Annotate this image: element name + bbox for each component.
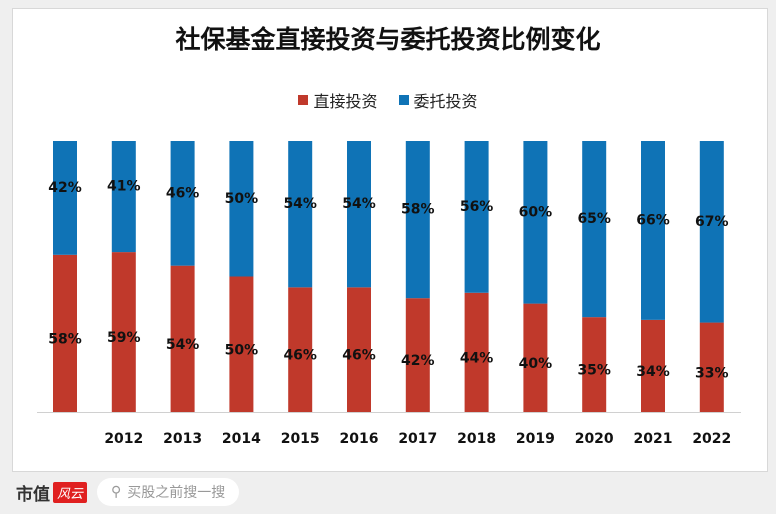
- legend-swatch: [398, 95, 409, 105]
- bar-entrusted: [699, 141, 724, 323]
- data-label: 35%: [577, 363, 611, 379]
- legend-label: 委托投资: [413, 92, 478, 111]
- bar-entrusted: [347, 141, 371, 288]
- data-label: 34%: [636, 364, 670, 380]
- data-label: 67%: [695, 214, 729, 230]
- x-tick-label: 2020: [575, 431, 614, 447]
- bar-direct: [699, 322, 724, 412]
- bar-direct: [53, 254, 77, 412]
- search-icon: ⚲: [111, 484, 122, 500]
- legend-label: 直接投资: [313, 92, 378, 111]
- search-placeholder: 买股之前搜一搜: [127, 485, 226, 501]
- x-tick-label: 2019: [516, 431, 555, 447]
- data-label: 44%: [460, 350, 494, 366]
- bar-direct: [582, 317, 607, 412]
- bar-entrusted: [523, 141, 548, 304]
- bar-direct: [641, 319, 665, 412]
- search-box[interactable]: ⚲ 买股之前搜一搜: [97, 478, 240, 506]
- legend-swatch: [298, 95, 309, 105]
- bar-direct: [170, 265, 195, 412]
- bar-entrusted: [53, 141, 77, 255]
- bar-entrusted: [582, 141, 607, 318]
- data-label: 41%: [107, 179, 141, 195]
- data-label: 58%: [401, 202, 435, 218]
- bar-direct: [229, 276, 254, 412]
- x-tick-label: 2013: [163, 431, 202, 447]
- bar-entrusted: [288, 141, 313, 288]
- data-label: 54%: [283, 196, 317, 212]
- bar-entrusted: [229, 141, 254, 277]
- legend-item-direct: 直接投资: [298, 88, 377, 112]
- brand-logo: 风云: [53, 481, 88, 503]
- bar-direct: [347, 287, 371, 412]
- bar-entrusted: [405, 141, 430, 299]
- x-tick-label: 2018: [457, 431, 496, 447]
- legend: 直接投资 委托投资: [0, 88, 776, 112]
- data-label: 56%: [460, 199, 494, 215]
- data-label: 40%: [519, 356, 553, 372]
- bar-direct: [405, 298, 430, 412]
- data-label: 66%: [636, 212, 670, 228]
- x-tick-label: 2022: [692, 431, 731, 447]
- data-label: 65%: [577, 211, 611, 227]
- bar-entrusted: [170, 141, 195, 266]
- brand-name: 市值: [16, 484, 50, 505]
- data-label: 50%: [225, 342, 259, 358]
- bar-entrusted: [111, 141, 136, 253]
- data-label: 58%: [48, 331, 82, 347]
- x-tick-label: 2012: [104, 431, 143, 447]
- data-label: 59%: [107, 330, 141, 346]
- data-label: 54%: [342, 196, 376, 212]
- bar-entrusted: [464, 141, 489, 293]
- bar-direct: [111, 252, 136, 412]
- x-tick-label: 2017: [398, 431, 437, 447]
- data-label: 46%: [342, 348, 376, 364]
- data-label: 50%: [225, 191, 259, 207]
- x-tick-label: 2016: [340, 431, 379, 447]
- data-label: 42%: [48, 180, 82, 196]
- data-label: 33%: [695, 365, 729, 381]
- data-label: 46%: [283, 348, 317, 364]
- footer: 市值 风云 ⚲ 买股之前搜一搜: [16, 478, 240, 506]
- x-tick-label: 2021: [634, 431, 673, 447]
- chart-title: 社保基金直接投资与委托投资比例变化: [175, 25, 601, 54]
- data-label: 42%: [401, 353, 435, 369]
- data-label: 54%: [166, 337, 200, 353]
- bar-direct: [523, 303, 548, 412]
- bar-direct: [288, 287, 313, 412]
- bar-direct: [464, 292, 489, 412]
- x-tick-label: 2015: [281, 431, 320, 447]
- bar-entrusted: [641, 141, 665, 320]
- x-tick-label: 2014: [222, 431, 261, 447]
- legend-item-entrusted: 委托投资: [398, 88, 478, 112]
- data-label: 46%: [166, 185, 200, 201]
- data-label: 60%: [519, 204, 553, 220]
